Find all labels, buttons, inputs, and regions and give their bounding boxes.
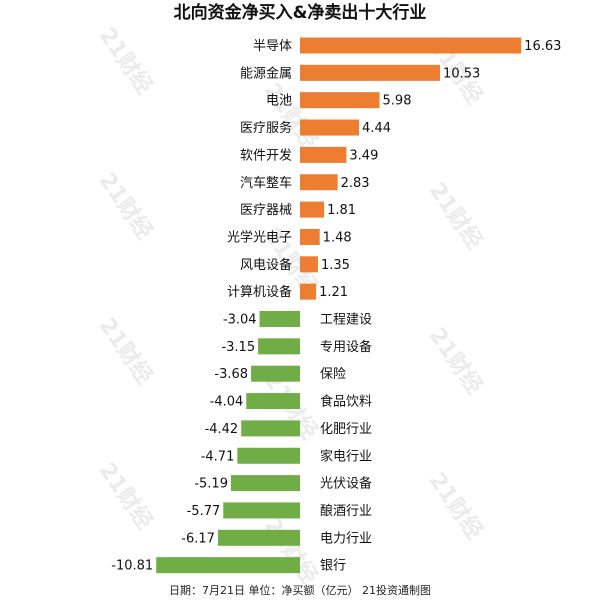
category-label: 酿酒行业 [320, 503, 372, 519]
value-label: 1.35 [321, 258, 350, 273]
category-label: 工程建设 [320, 313, 372, 328]
category-label: 软件开发 [240, 147, 292, 163]
value-label: 2.83 [341, 176, 370, 191]
value-label: -10.81 [111, 559, 153, 574]
bar [300, 64, 441, 81]
value-label: -4.71 [201, 449, 235, 464]
bar [258, 338, 300, 355]
category-label: 医疗服务 [240, 120, 292, 136]
value-label: -3.04 [223, 313, 257, 328]
bar [300, 119, 360, 136]
watermark: 21财经 [424, 468, 488, 544]
watermark: 21财经 [94, 23, 158, 99]
value-label: -5.77 [187, 504, 221, 519]
category-label: 银行 [320, 559, 346, 574]
value-label: -4.04 [210, 395, 244, 410]
value-label: 5.98 [383, 94, 412, 109]
bar [223, 502, 300, 519]
value-label: -6.17 [181, 531, 215, 546]
bar [300, 92, 380, 109]
chart-footer: 日期：7月21日 单位：净买额（亿元） 21投资通制图 [169, 583, 431, 597]
bar [300, 37, 522, 54]
value-label: 4.44 [362, 121, 391, 136]
category-label: 计算机设备 [227, 284, 292, 300]
value-label: 10.53 [443, 66, 480, 81]
watermark: 21财经 [94, 313, 158, 389]
bars-layer: 半导体 16.63 能源金属 10.53 电池 5.98 医疗服务 4.44 软件开发 3.49 汽… [111, 37, 561, 574]
bar [300, 256, 318, 273]
watermark: 21财经 [259, 78, 323, 154]
value-label: 1.21 [319, 285, 348, 300]
watermark: 21财经 [424, 178, 488, 254]
chart-title: 北向资金净买入&净卖出十大行业 [174, 2, 427, 23]
category-label: 专用设备 [320, 339, 372, 355]
bar [300, 228, 320, 245]
category-label: 风电设备 [240, 257, 292, 273]
bar [300, 174, 338, 191]
bar [300, 146, 347, 163]
category-label: 家电行业 [320, 448, 372, 464]
category-label: 能源金属 [240, 65, 292, 81]
bar [251, 365, 300, 382]
bar [230, 475, 300, 492]
category-label: 光学光电子 [227, 229, 292, 245]
bar [237, 447, 300, 464]
watermark: 21财经 [424, 323, 488, 399]
category-label: 光伏设备 [320, 476, 372, 492]
bar [300, 283, 317, 300]
watermark: 21财经 [259, 513, 323, 589]
value-label: -3.15 [221, 340, 255, 355]
bar [156, 557, 300, 574]
value-label: 1.81 [327, 203, 356, 218]
category-label: 汽车整车 [240, 175, 292, 191]
value-label: 3.49 [349, 148, 378, 163]
value-label: -3.68 [214, 367, 248, 382]
value-label: -4.42 [205, 422, 239, 437]
bar [246, 393, 300, 410]
category-label: 保险 [320, 367, 346, 382]
category-label: 电力行业 [320, 531, 372, 546]
bar [217, 529, 300, 546]
bar [241, 420, 300, 437]
category-label: 医疗器械 [240, 203, 292, 218]
category-label: 食品饮料 [320, 394, 372, 410]
value-label: -5.19 [194, 477, 228, 492]
bar [259, 311, 300, 327]
bar [300, 201, 325, 218]
category-label: 半导体 [253, 39, 292, 54]
value-label: 16.63 [524, 39, 561, 54]
watermark: 21财经 [94, 458, 158, 534]
watermark: 21财经 [94, 168, 158, 244]
category-label: 化肥行业 [320, 422, 372, 437]
category-label: 电池 [266, 94, 292, 109]
value-label: 1.48 [323, 230, 352, 245]
